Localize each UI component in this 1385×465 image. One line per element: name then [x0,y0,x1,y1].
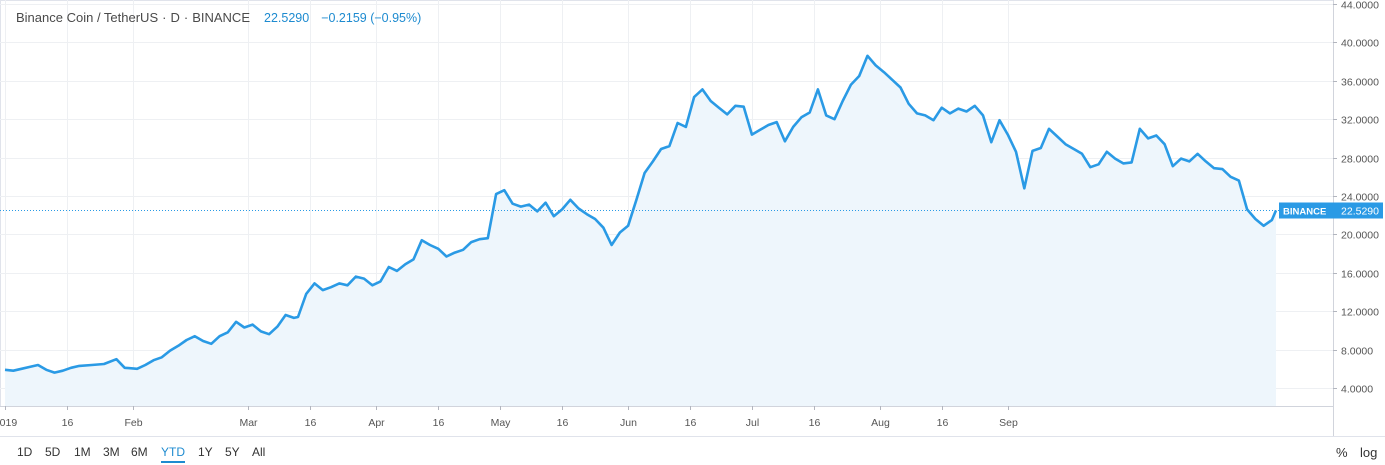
y-tick-label: 16.0000 [1341,269,1379,281]
price-line [4,54,1278,374]
symbol-name[interactable]: Binance Coin / TetherUS [16,10,159,25]
exchange-label: BINANCE [192,10,250,25]
x-tick-label: 16 [937,417,949,429]
x-tick-label: 16 [433,417,445,429]
y-tick-label: 24.0000 [1341,192,1379,204]
price-change: −0.2159 (−0.95%) [321,11,422,25]
y-tick-label: 44.0000 [1341,0,1379,12]
last-price-exchange-label: BINANCE [1283,207,1326,218]
x-tick-label: Jul [746,417,759,429]
range-all-button[interactable]: All [252,445,266,459]
interval-label: D [170,10,180,25]
price-area [4,54,1278,407]
range-5d-button[interactable]: 5D [45,445,61,459]
range-6m-button[interactable]: 6M [131,445,148,459]
x-tick-label: 16 [685,417,697,429]
x-tick-label: 16 [305,417,317,429]
last-price: 22.5290 [264,11,310,25]
last-price-marker: BINANCE 22.5290 [0,202,1383,219]
separator: · [183,10,189,25]
last-price-value-label: 22.5290 [1341,206,1379,218]
x-tick-label: 2019 [0,417,17,429]
y-tick-label: 20.0000 [1341,230,1379,242]
chart-legend[interactable]: Binance Coin / TetherUS · D · BINANCE 22… [16,10,421,25]
x-tick-label: 16 [62,417,74,429]
y-tick-label: 36.0000 [1341,77,1379,89]
x-tick-label: Mar [239,417,258,429]
range-3m-button[interactable]: 3M [103,445,120,459]
percent-scale-toggle[interactable]: % [1336,445,1348,460]
separator: · [162,10,167,25]
y-tick-label: 12.0000 [1341,307,1379,319]
range-1m-button[interactable]: 1M [74,445,91,459]
x-tick-label: Sep [999,417,1018,429]
y-axis[interactable]: 4.0000 8.0000 12.0000 16.0000 20.0000 24.0000… [1333,0,1379,396]
x-tick-label: 16 [809,417,821,429]
x-tick-label: Apr [368,417,385,429]
range-1y-button[interactable]: 1Y [198,445,213,459]
y-tick-label: 4.0000 [1341,384,1373,396]
range-ytd-button[interactable]: YTD [161,445,185,463]
x-axis[interactable]: 2019 16 Feb Mar 16 Apr 16 May 16 Jun 16 Jul 16 Aug 16 S… [0,406,1018,429]
range-1d-button[interactable]: 1D [17,445,33,459]
x-tick-label: 16 [557,417,569,429]
log-scale-toggle[interactable]: log [1360,445,1378,460]
x-tick-label: Jun [620,417,637,429]
y-tick-label: 32.0000 [1341,115,1379,127]
y-tick-label: 40.0000 [1341,38,1379,50]
x-tick-label: Feb [124,417,142,429]
last-price-box [1279,202,1383,219]
range-5y-button[interactable]: 5Y [225,445,240,459]
x-tick-label: May [491,417,512,429]
date-range-toolbar: 1D 5D 1M 3M 6M YTD 1Y 5Y All % log [0,436,1385,465]
y-tick-label: 28.0000 [1341,154,1379,166]
x-tick-label: Aug [871,417,890,429]
y-tick-label: 8.0000 [1341,346,1373,358]
price-area-fill [5,55,1276,407]
